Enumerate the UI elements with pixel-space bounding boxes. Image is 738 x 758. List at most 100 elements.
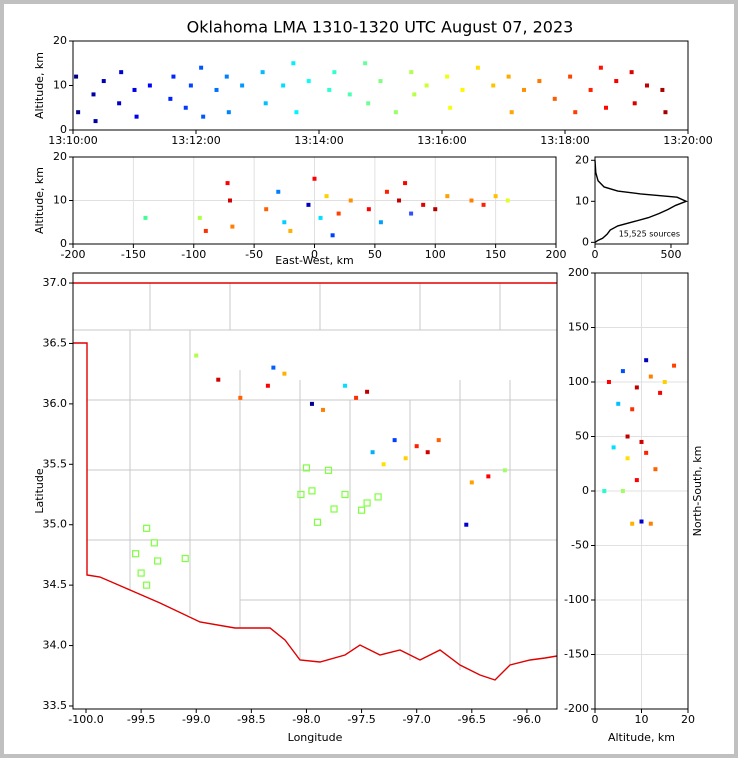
station xyxy=(363,499,371,507)
source-point xyxy=(620,489,625,493)
source-point xyxy=(306,202,311,207)
source-point xyxy=(644,358,649,363)
y-tick-label: -150 xyxy=(564,648,589,661)
source-point xyxy=(491,83,496,88)
source-point xyxy=(620,369,625,374)
source-point xyxy=(306,79,311,84)
axes-frame xyxy=(594,156,689,245)
station xyxy=(132,550,140,558)
station xyxy=(154,557,162,565)
source-point xyxy=(522,87,526,92)
source-point xyxy=(117,101,122,106)
x-tick-label: -50 xyxy=(245,248,263,261)
x-tick-label: -200 xyxy=(61,248,86,261)
source-point xyxy=(336,211,341,216)
y-axis-label: Altitude, km xyxy=(33,167,46,234)
y-tick-label: 33.5 xyxy=(43,699,68,712)
source-point xyxy=(365,389,370,394)
source-point xyxy=(625,456,630,461)
y-tick-label: 37.0 xyxy=(43,276,68,289)
station xyxy=(181,554,189,563)
source-point xyxy=(264,207,269,212)
source-point xyxy=(486,474,491,479)
source-point xyxy=(216,377,221,382)
source-point xyxy=(506,74,511,79)
x-tick-label: 0 xyxy=(311,248,318,261)
source-point xyxy=(445,74,450,79)
source-point xyxy=(602,489,607,493)
source-point xyxy=(370,450,375,455)
source-point xyxy=(573,110,578,115)
y-tick-label: 10 xyxy=(575,194,589,207)
source-point xyxy=(412,92,417,97)
source-point xyxy=(397,198,402,203)
source-point xyxy=(672,363,677,368)
station xyxy=(357,506,366,514)
axes-frame xyxy=(594,272,689,710)
source-point xyxy=(606,380,611,384)
source-point xyxy=(648,521,653,526)
x-tick-label: 500 xyxy=(660,248,681,261)
y-tick-label: 0 xyxy=(582,235,589,248)
source-point xyxy=(378,220,383,225)
source-point xyxy=(227,198,232,203)
source-point xyxy=(197,215,202,220)
source-point xyxy=(421,202,426,207)
station xyxy=(297,490,305,499)
x-tick-label: -100 xyxy=(181,248,206,261)
source-point xyxy=(263,101,268,106)
x-tick-label: 0 xyxy=(592,248,599,261)
station xyxy=(150,539,158,547)
source-point xyxy=(330,233,335,238)
source-point xyxy=(493,194,498,199)
y-tick-label: 20 xyxy=(53,150,67,163)
source-point xyxy=(568,74,573,79)
source-point xyxy=(214,87,219,92)
source-point xyxy=(460,87,465,92)
x-tick-label: 13:12:00 xyxy=(171,134,220,147)
x-tick-label: -150 xyxy=(121,248,146,261)
source-point xyxy=(409,70,414,75)
source-point xyxy=(384,189,389,194)
source-point xyxy=(366,101,371,106)
source-point xyxy=(348,198,353,203)
x-tick-label: 13:10:00 xyxy=(48,134,97,147)
source-point xyxy=(282,220,287,225)
y-tick-label: 150 xyxy=(568,321,589,334)
x-tick-label: 20 xyxy=(681,713,695,726)
y-tick-label: 50 xyxy=(575,430,589,443)
source-point xyxy=(378,79,383,84)
source-point xyxy=(616,401,621,406)
source-point xyxy=(509,110,514,115)
x-tick-label: 13:16:00 xyxy=(417,134,466,147)
x-tick-label: 100 xyxy=(425,248,446,261)
source-point xyxy=(392,438,397,443)
source-point xyxy=(347,92,352,97)
source-point xyxy=(653,467,658,472)
source-point xyxy=(134,114,139,119)
source-point xyxy=(271,365,276,370)
y-tick-label: 35.0 xyxy=(43,518,68,531)
y-axis-label: Latitude xyxy=(33,468,46,514)
station xyxy=(143,524,151,532)
x-axis-label: Altitude, km xyxy=(608,731,675,744)
x-tick-label: -98.5 xyxy=(237,713,265,726)
source-point xyxy=(424,83,429,88)
source-point xyxy=(604,105,608,110)
source-point xyxy=(505,198,510,203)
source-point xyxy=(224,74,229,79)
station xyxy=(374,493,382,501)
source-point xyxy=(644,450,649,455)
x-tick-label: 13:14:00 xyxy=(294,134,343,147)
y-tick-label: 10 xyxy=(53,79,67,92)
source-point xyxy=(91,92,96,97)
y-tick-label: 34.5 xyxy=(43,578,68,591)
y-axis-label: North-South, km xyxy=(691,446,704,537)
source-point xyxy=(662,380,667,384)
source-point xyxy=(318,215,323,220)
source-point xyxy=(445,194,450,199)
source-point xyxy=(354,395,359,400)
source-point xyxy=(168,96,173,101)
source-point xyxy=(238,395,243,400)
station xyxy=(143,581,151,589)
